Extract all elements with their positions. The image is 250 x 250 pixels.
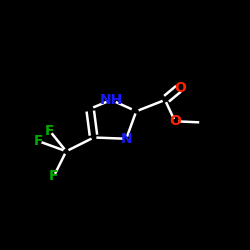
Text: NH: NH [100, 93, 123, 107]
Text: O: O [169, 114, 181, 128]
Text: F: F [49, 169, 58, 183]
Text: O: O [174, 80, 186, 94]
Text: F: F [34, 134, 43, 148]
Text: N: N [120, 132, 132, 146]
Text: F: F [45, 124, 55, 138]
